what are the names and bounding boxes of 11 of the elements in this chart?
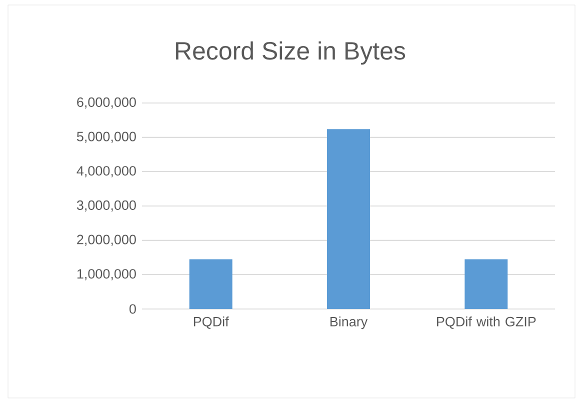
x-tick-label: PQDif with GZIP bbox=[437, 316, 536, 329]
x-tick-label: Binary bbox=[330, 316, 368, 330]
y-tick-label: 3,000,000 bbox=[76, 200, 136, 212]
y-tick-label: 6,000,000 bbox=[77, 97, 136, 109]
y-tick-label: 4,000,000 bbox=[76, 166, 136, 178]
y-tick-label: 0 bbox=[130, 304, 136, 314]
y-tick-label: 1,000,000 bbox=[77, 269, 136, 280]
y-tick-label: 5,000,000 bbox=[76, 132, 136, 143]
chart-title: Record Size in Bytes bbox=[176, 41, 406, 65]
y-tick-label: 2,000,000 bbox=[77, 234, 136, 246]
x-tick-label: PQDif bbox=[194, 316, 229, 329]
